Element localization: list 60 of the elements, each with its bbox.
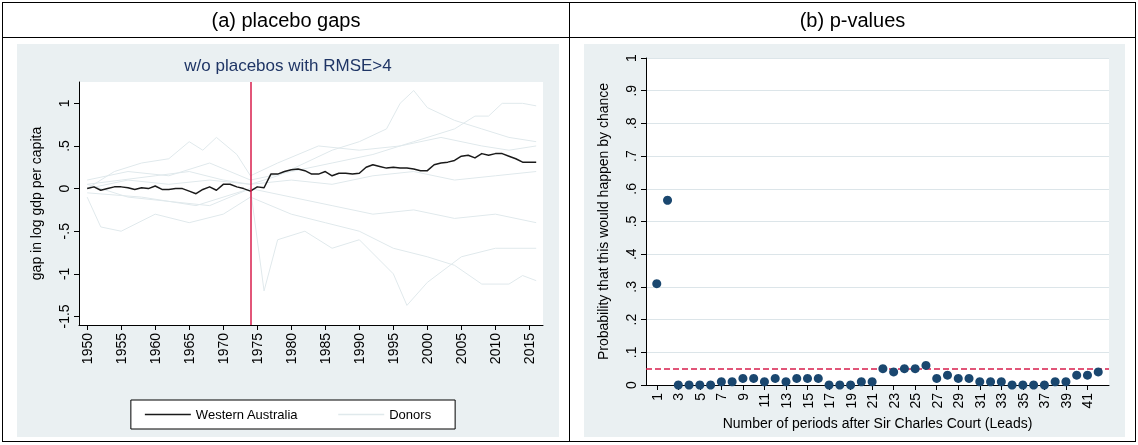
y-axis-title: gap in log gdp per capita [28, 126, 44, 281]
x-tick-label: 27 [928, 392, 945, 409]
x-tick-label: 1990 [351, 332, 368, 365]
y-tick-label: .9 [623, 84, 639, 97]
x-tick-label: 39 [1057, 392, 1074, 409]
x-tick-label: 25 [907, 392, 924, 409]
chart-title: (b) p-values [570, 3, 1135, 38]
x-tick-label: 1960 [147, 332, 164, 365]
x-tick-label: 29 [950, 392, 967, 409]
y-tick-label: 1 [56, 99, 72, 108]
y-tick-label: 0 [623, 380, 639, 389]
x-tick-label: 1975 [249, 332, 266, 365]
x-tick-label: 9 [734, 392, 751, 401]
x-tick-label: 11 [756, 392, 773, 408]
y-tick-label: .4 [623, 248, 639, 261]
x-tick-label: 2010 [487, 332, 504, 365]
y-axis-title: Probability that this would happen by chance [595, 82, 611, 361]
y-tick-label: .1 [623, 346, 639, 359]
x-tick-label: 19 [842, 392, 859, 409]
x-tick-label: 1965 [181, 332, 198, 365]
x-tick-label: 15 [799, 392, 816, 409]
x-tick-label: 2005 [453, 332, 470, 365]
x-tick-label: 37 [1036, 392, 1053, 409]
legend-label: Donors [389, 407, 432, 422]
x-tick-label: 7 [713, 392, 730, 401]
x-tick-label: 17 [821, 392, 838, 409]
x-tick-label: 13 [777, 392, 794, 409]
x-tick-label: 21 [864, 392, 881, 409]
x-tick-label: 1950 [79, 332, 96, 365]
y-tick-label: -1 [56, 267, 72, 281]
y-tick-label: -.5 [56, 222, 72, 240]
x-tick-label: 1970 [215, 332, 232, 365]
y-tick-label: .8 [623, 117, 639, 130]
x-tick-label: 31 [971, 392, 988, 409]
x-tick-label: 23 [885, 392, 902, 409]
x-tick-label: 1985 [317, 332, 334, 365]
y-tick-label: .6 [623, 182, 639, 195]
x-tick-label: 3 [670, 392, 687, 401]
x-axis-title: Number of periods after Sir Charles Court (Leads) [722, 415, 1033, 432]
y-tick-label: 0 [56, 184, 72, 193]
chart-title: (a) placebo gaps [3, 3, 569, 38]
y-tick-label: .3 [623, 280, 639, 293]
chart-subtitle: w/o placebos with RMSE>4 [183, 56, 392, 75]
y-tick-label: .2 [623, 313, 639, 326]
x-tick-label: 35 [1014, 392, 1031, 409]
x-tick-label: 41 [1079, 392, 1096, 409]
y-tick-label: .7 [623, 150, 639, 162]
x-tick-label: 2000 [419, 332, 436, 365]
y-tick-label: -1.5 [56, 304, 72, 329]
x-tick-label: 1980 [283, 332, 300, 365]
legend-label: Western Australia [195, 407, 299, 422]
x-tick-label: 33 [993, 392, 1010, 409]
y-tick-label: .5 [56, 139, 72, 152]
x-tick-label: 1955 [113, 332, 130, 365]
x-tick-label: 2015 [521, 332, 538, 365]
y-tick-label: 1 [623, 53, 639, 62]
x-tick-label: 5 [691, 392, 708, 401]
y-tick-label: .5 [623, 215, 639, 228]
x-tick-label: 1 [648, 392, 665, 401]
x-tick-label: 1995 [385, 332, 402, 365]
